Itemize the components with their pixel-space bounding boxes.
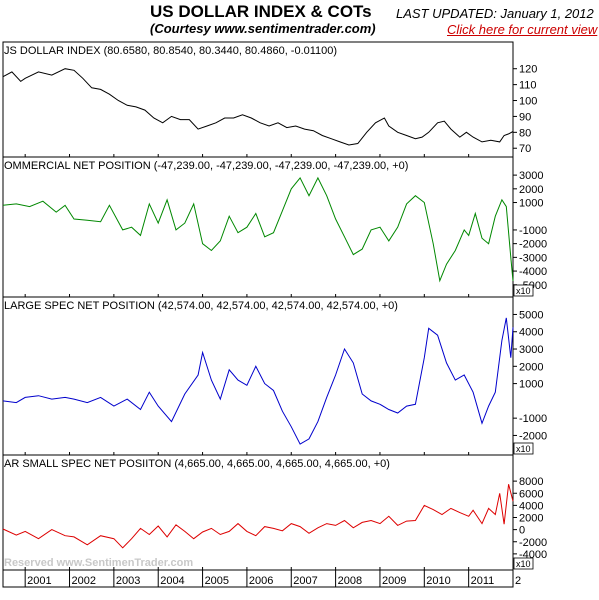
x-tick-label: 2010	[426, 575, 450, 587]
y-tick-label: 6000	[519, 488, 543, 500]
current-view-link[interactable]: Click here for current view	[447, 22, 598, 37]
y-tick-label: 4000	[519, 500, 543, 512]
series-line-commercial	[2, 176, 514, 283]
multiplier-label: x10	[516, 559, 531, 569]
x-tick-label: 2	[515, 575, 521, 587]
multiplier-box	[513, 557, 534, 570]
watermark: Reserved www.SentimenTrader.com	[4, 557, 193, 569]
panel-frame	[2, 156, 514, 298]
y-tick-label: -1000	[519, 225, 547, 237]
series-line-small_spec	[2, 484, 514, 549]
y-tick-label: -3000	[519, 252, 547, 264]
y-tick-label: 90	[519, 111, 531, 123]
y-tick-label: 1000	[519, 379, 543, 391]
multiplier-label: x10	[516, 286, 531, 296]
x-tick-label: 2002	[72, 575, 96, 587]
y-tick-label: 3000	[519, 170, 543, 182]
x-tick-label: 2007	[293, 575, 317, 587]
page-title: US DOLLAR INDEX & COTs	[150, 2, 372, 21]
y-tick-label: 5000	[519, 309, 543, 321]
panel-label: OMMERCIAL NET POSITION (-47,239.00, -47,…	[4, 160, 408, 172]
series-line-dollar	[2, 68, 514, 146]
x-tick-label: 2009	[382, 575, 406, 587]
y-tick-label: 120	[519, 64, 537, 76]
y-tick-label: 2000	[519, 361, 543, 373]
y-tick-label: 3000	[519, 344, 543, 356]
multiplier-box	[513, 284, 534, 297]
y-tick-label: -4000	[519, 266, 547, 278]
panel-commercial: -5000-4000-3000-2000-1000100020003000OMM…	[2, 156, 547, 298]
y-tick-label: 100	[519, 96, 537, 108]
x-tick-label: 2003	[116, 575, 140, 587]
y-tick-label: 110	[519, 80, 537, 92]
x-tick-label: 2001	[27, 575, 51, 587]
x-tick-label: 2004	[160, 575, 184, 587]
x-tick-label: 2011	[471, 575, 495, 587]
y-tick-label: 70	[519, 143, 531, 155]
y-tick-label: 2000	[519, 184, 543, 196]
multiplier-label: x10	[516, 444, 531, 454]
panel-label: LARGE SPEC NET POSITION (42,574.00, 42,5…	[4, 300, 398, 312]
y-tick-label: 80	[519, 127, 531, 139]
x-tick-label: 2008	[338, 575, 362, 587]
y-tick-label: 0	[519, 525, 525, 537]
panel-frame	[2, 296, 514, 456]
panel-large_spec: -2000 -1000 1000 2000 3000 4000 5000 LARGE SPEC…	[2, 296, 547, 456]
x-axis: 2001 2002 2003 2004 2005 2006 2007 2008 2009 2010…	[2, 569, 521, 588]
y-tick-label: 4000	[519, 327, 543, 339]
y-tick-label: 2000	[519, 513, 543, 525]
y-tick-label: -2000	[519, 239, 547, 251]
x-tick-label: 2006	[249, 575, 273, 587]
last-updated: LAST UPDATED: January 1, 2012	[396, 6, 594, 21]
page-subtitle: (Courtesy www.sentimentrader.com)	[150, 21, 376, 36]
x-tick-label: 2005	[205, 575, 229, 587]
y-tick-label: 8000	[519, 476, 543, 488]
y-tick-label: -2000	[519, 537, 547, 549]
y-tick-label: -2000	[519, 430, 547, 442]
panel-label: JS DOLLAR INDEX (80.6580, 80.8540, 80.34…	[4, 45, 337, 57]
panel-dollar: 70 80 90 100 110 120 JS DOLLAR INDEX (80.6580,…	[2, 41, 537, 158]
panel-frame	[2, 454, 514, 571]
panel-label: AR SMALL SPEC NET POSIITON (4,665.00, 4,…	[4, 458, 390, 470]
y-tick-label: 1000	[519, 198, 543, 210]
y-tick-label: -1000	[519, 413, 547, 425]
multiplier-box	[513, 442, 534, 455]
panel-frame	[2, 41, 514, 158]
series-line-large_spec	[2, 317, 514, 445]
